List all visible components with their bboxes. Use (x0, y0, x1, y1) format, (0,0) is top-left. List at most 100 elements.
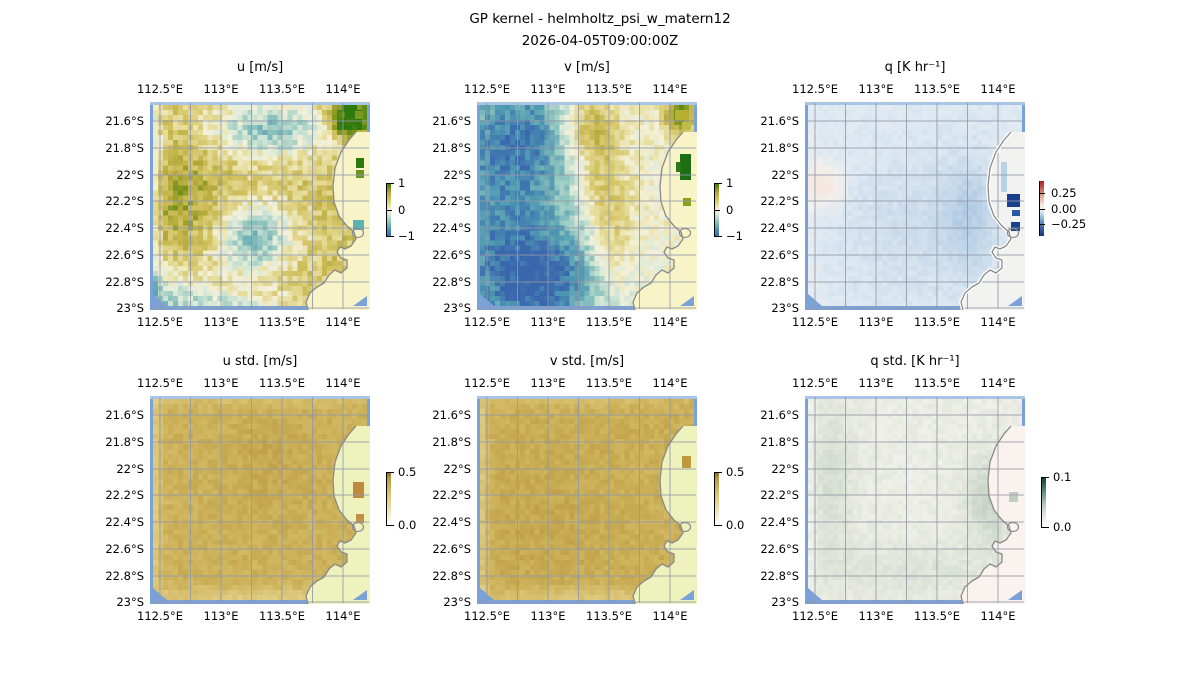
island-outline (678, 521, 692, 533)
sea-border-top (805, 102, 1025, 105)
grid-corner-cut (353, 590, 367, 600)
x-tick-label-top: 113.5°E (586, 376, 632, 390)
colorbar-strip (1039, 181, 1044, 236)
sea-border-top (477, 102, 697, 105)
x-tick-label-bottom: 113°E (530, 315, 566, 329)
coastline (305, 425, 357, 604)
y-tick-label: 22°S (443, 462, 471, 476)
x-tick-label-top: 113°E (530, 82, 566, 96)
y-tick-label: 22.4°S (105, 221, 144, 235)
x-tick-label-top: 113°E (203, 376, 239, 390)
land-fill (306, 426, 370, 604)
figure-subtitle: 2026-04-05T09:00:00Z (521, 33, 679, 49)
data-patch (682, 456, 691, 468)
y-tick-label: 22.6°S (760, 248, 799, 262)
x-tick-label-bottom: 112.5°E (464, 315, 510, 329)
panel-title: v std. [m/s] (549, 354, 625, 369)
y-tick-label: 21.6°S (105, 408, 144, 422)
land-fill (306, 132, 370, 310)
data-patch (1011, 222, 1020, 231)
x-tick-label-bottom: 114°E (325, 315, 361, 329)
coastline (960, 425, 1012, 604)
colorbar-tick (1041, 527, 1049, 529)
x-tick-label-top: 112.5°E (464, 376, 510, 390)
map-overlay (805, 102, 1025, 310)
y-tick-label: 22.6°S (432, 248, 471, 262)
x-tick-label-bottom: 113.5°E (259, 609, 305, 623)
y-tick-label: 23°S (116, 595, 144, 609)
figure-title: GP kernel - helmholtz_psi_w_matern12 (469, 11, 731, 27)
x-tick-label-top: 112.5°E (464, 82, 510, 96)
x-tick-label-top: 113.5°E (914, 376, 960, 390)
colorbar-strip (386, 183, 391, 236)
panel-title: q std. [K hr⁻¹] (870, 354, 960, 369)
colorbar-tick (386, 210, 392, 212)
colorbar-tick-label: 0 (398, 203, 406, 217)
colorbar-strip (1041, 477, 1046, 527)
x-tick-label-top: 113°E (203, 82, 239, 96)
x-tick-label-bottom: 113°E (203, 315, 239, 329)
y-tick-label: 21.6°S (760, 408, 799, 422)
y-tick-label: 22.4°S (432, 221, 471, 235)
colorbar-tick (386, 236, 394, 238)
y-tick-label: 22.8°S (760, 569, 799, 583)
x-tick-label-top: 112.5°E (792, 82, 838, 96)
panel-title: u [m/s] (236, 60, 284, 75)
x-tick-label-bottom: 112.5°E (137, 609, 183, 623)
data-patch (1009, 492, 1018, 502)
y-tick-label: 23°S (443, 595, 471, 609)
map-area (805, 102, 1025, 310)
panel-title: v [m/s] (564, 60, 610, 75)
x-tick-label-bottom: 113.5°E (586, 315, 632, 329)
colorbar-tick-label: 0.5 (726, 465, 745, 479)
data-patch (675, 110, 687, 120)
colorbar-tick (714, 472, 722, 474)
data-patch (356, 170, 364, 178)
y-tick-label: 21.8°S (432, 141, 471, 155)
y-tick-label: 22.4°S (760, 515, 799, 529)
y-tick-label: 21.6°S (432, 114, 471, 128)
island-outline (1006, 227, 1020, 239)
y-tick-label: 22°S (443, 168, 471, 182)
x-tick-label-top: 114°E (980, 82, 1016, 96)
land-fill (633, 426, 697, 604)
x-tick-label-bottom: 114°E (325, 609, 361, 623)
y-tick-label: 22°S (116, 168, 144, 182)
y-tick-label: 22.8°S (105, 569, 144, 583)
map-area (477, 396, 697, 604)
colorbar-tick-label: 0.0 (1053, 520, 1072, 534)
y-tick-label: 22.6°S (105, 248, 144, 262)
colorbar: 1 0 −1 (386, 176, 426, 243)
y-tick-label: 22°S (771, 168, 799, 182)
island-outline (351, 227, 365, 239)
colorbar-tick-label: 1 (726, 176, 734, 190)
map-area (805, 396, 1025, 604)
island-outline (351, 521, 365, 533)
coastline (632, 425, 684, 604)
data-patch (683, 198, 691, 206)
data-patch (1012, 210, 1020, 216)
x-tick-label-bottom: 114°E (980, 609, 1016, 623)
x-tick-label-bottom: 113°E (858, 609, 894, 623)
x-tick-label-bottom: 113°E (858, 315, 894, 329)
x-tick-label-bottom: 112.5°E (792, 609, 838, 623)
y-tick-label: 22.4°S (105, 515, 144, 529)
colorbar-tick (386, 525, 394, 527)
colorbar-tick (714, 236, 722, 238)
colorbar-tick (714, 525, 722, 527)
y-tick-label: 21.6°S (105, 114, 144, 128)
y-tick-label: 22.2°S (105, 194, 144, 208)
sea-border-top (477, 396, 697, 399)
x-tick-label-bottom: 114°E (980, 315, 1016, 329)
map-area (477, 102, 697, 310)
x-tick-label-top: 114°E (652, 376, 688, 390)
data-patch (356, 158, 364, 168)
colorbar-tick (714, 210, 720, 212)
x-tick-label-bottom: 112.5°E (464, 609, 510, 623)
x-tick-label-top: 114°E (980, 376, 1016, 390)
y-tick-label: 21.8°S (105, 435, 144, 449)
x-tick-label-top: 113.5°E (259, 82, 305, 96)
y-tick-label: 21.8°S (760, 435, 799, 449)
coastline (960, 131, 1012, 310)
y-tick-label: 22.6°S (432, 542, 471, 556)
